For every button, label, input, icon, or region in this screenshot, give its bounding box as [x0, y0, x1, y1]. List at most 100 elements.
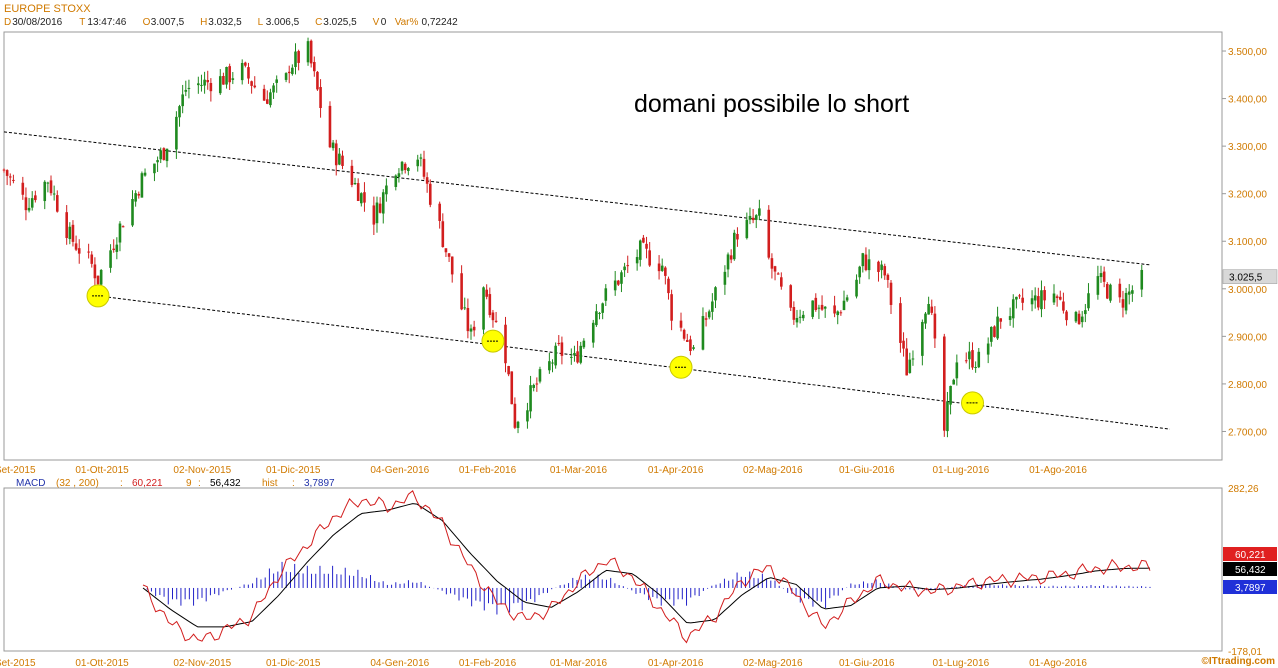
candle-body	[974, 367, 977, 369]
candle-body	[2, 169, 6, 171]
candle-body	[485, 289, 488, 297]
x-tick-label: 01-Ott-2015	[75, 465, 129, 476]
last-price-text: 3.025,5	[1229, 273, 1263, 284]
signal-line	[142, 503, 1151, 628]
candle-body	[626, 265, 630, 267]
candle-body	[1055, 296, 1059, 299]
candle-body	[704, 318, 708, 320]
header-key-7: Var%	[395, 17, 419, 28]
candle-body	[1121, 299, 1125, 308]
candle-body	[134, 193, 137, 202]
candle-body	[240, 62, 244, 81]
candle-body	[228, 66, 231, 83]
candle-body	[68, 226, 72, 240]
candle-body	[265, 99, 269, 104]
candle-body	[450, 256, 454, 275]
x-tick-label: 01-Set-2015	[0, 658, 36, 668]
candle-body	[1131, 290, 1134, 294]
candle-body	[889, 282, 893, 305]
candle-body	[795, 317, 799, 323]
x-tick-label: 02-Mag-2016	[743, 658, 803, 668]
candle-body	[1080, 316, 1084, 323]
candle-body	[714, 287, 717, 301]
candle-body	[855, 279, 858, 297]
candle-body	[360, 193, 363, 204]
header-value-1: 13:47:46	[87, 17, 126, 28]
candle-body	[272, 85, 275, 93]
candle-body	[689, 339, 692, 352]
candle-body	[823, 306, 827, 309]
candle-body	[488, 294, 492, 316]
candle-body	[338, 153, 341, 165]
price-y-tick-label: 3.400,00	[1228, 95, 1267, 106]
candle-body	[971, 350, 974, 368]
candle-body	[1052, 293, 1056, 303]
candle-body	[707, 311, 711, 318]
candle-body	[1087, 293, 1090, 309]
macd-header-part: hist	[262, 478, 278, 489]
macd-header-part: 9	[186, 478, 192, 489]
candle-body	[46, 182, 50, 184]
candle-body	[880, 264, 883, 271]
candle-body	[946, 401, 949, 432]
candle-body	[441, 221, 445, 248]
candle-body	[222, 75, 225, 85]
candle-body	[532, 384, 536, 388]
candle-body	[990, 326, 993, 342]
candle-body	[780, 277, 783, 287]
candle-body	[356, 183, 360, 201]
macd-y-axis: 282,26 -178,01	[1228, 484, 1262, 658]
chart-title: EUROPE STOXX	[4, 3, 91, 15]
candle-body	[1033, 295, 1037, 301]
candle-body	[1043, 290, 1046, 301]
candle-body	[381, 192, 385, 214]
candle-body	[842, 300, 846, 311]
candle-body	[466, 308, 470, 332]
candle-body	[306, 41, 310, 63]
x-tick-label: 04-Gen-2016	[370, 465, 429, 476]
candle-body	[1084, 310, 1087, 315]
candle-body	[425, 177, 429, 184]
candle-body	[576, 351, 579, 363]
header-value-4: 3.006,5	[266, 17, 300, 28]
candle-body	[949, 385, 952, 405]
candle-body	[839, 312, 843, 314]
candle-body	[833, 305, 836, 314]
price-y-tick-label: 3.500,00	[1228, 47, 1267, 58]
x-tick-label: 01-Lug-2016	[932, 658, 989, 668]
header-key-0: D	[4, 17, 11, 28]
candle-body	[516, 421, 520, 428]
candle-body	[407, 168, 410, 172]
x-tick-label: 01-Mar-2016	[550, 658, 608, 668]
macd-y-tick-label: -178,01	[1228, 647, 1262, 658]
candle-body	[723, 271, 727, 285]
candle-body	[334, 143, 338, 166]
macd-lines	[142, 489, 1151, 644]
candle-body	[642, 237, 645, 243]
candle-body	[43, 181, 47, 202]
macd-header: MACD (32 , 200):60,221 9:56,432 hist:3,7897	[16, 478, 335, 489]
candle-body	[287, 71, 291, 74]
macd-header-part: 60,221	[132, 478, 163, 489]
candle-body	[682, 329, 686, 339]
macd-header-part: :	[120, 478, 123, 489]
candle-body	[921, 321, 924, 356]
candle-body	[206, 80, 210, 83]
macd-header-part: 56,432	[210, 478, 241, 489]
candle-body	[197, 83, 200, 86]
candle-body	[604, 288, 608, 301]
candle-body	[996, 316, 999, 339]
candle-body	[444, 248, 448, 253]
price-y-tick-label: 2.900,00	[1228, 332, 1267, 343]
candle-body	[623, 266, 626, 271]
macd-panel	[3, 487, 1223, 652]
candle-body	[121, 226, 125, 228]
macd-badge-text: 56,432	[1235, 565, 1266, 576]
header-key-4: L	[258, 17, 264, 28]
price-y-tick-label: 2.700,00	[1228, 427, 1267, 438]
candle-body	[87, 251, 90, 253]
x-tick-label: 01-Feb-2016	[459, 465, 517, 476]
candle-body	[507, 366, 510, 375]
candle-body	[930, 306, 934, 313]
candle-body	[312, 62, 316, 72]
